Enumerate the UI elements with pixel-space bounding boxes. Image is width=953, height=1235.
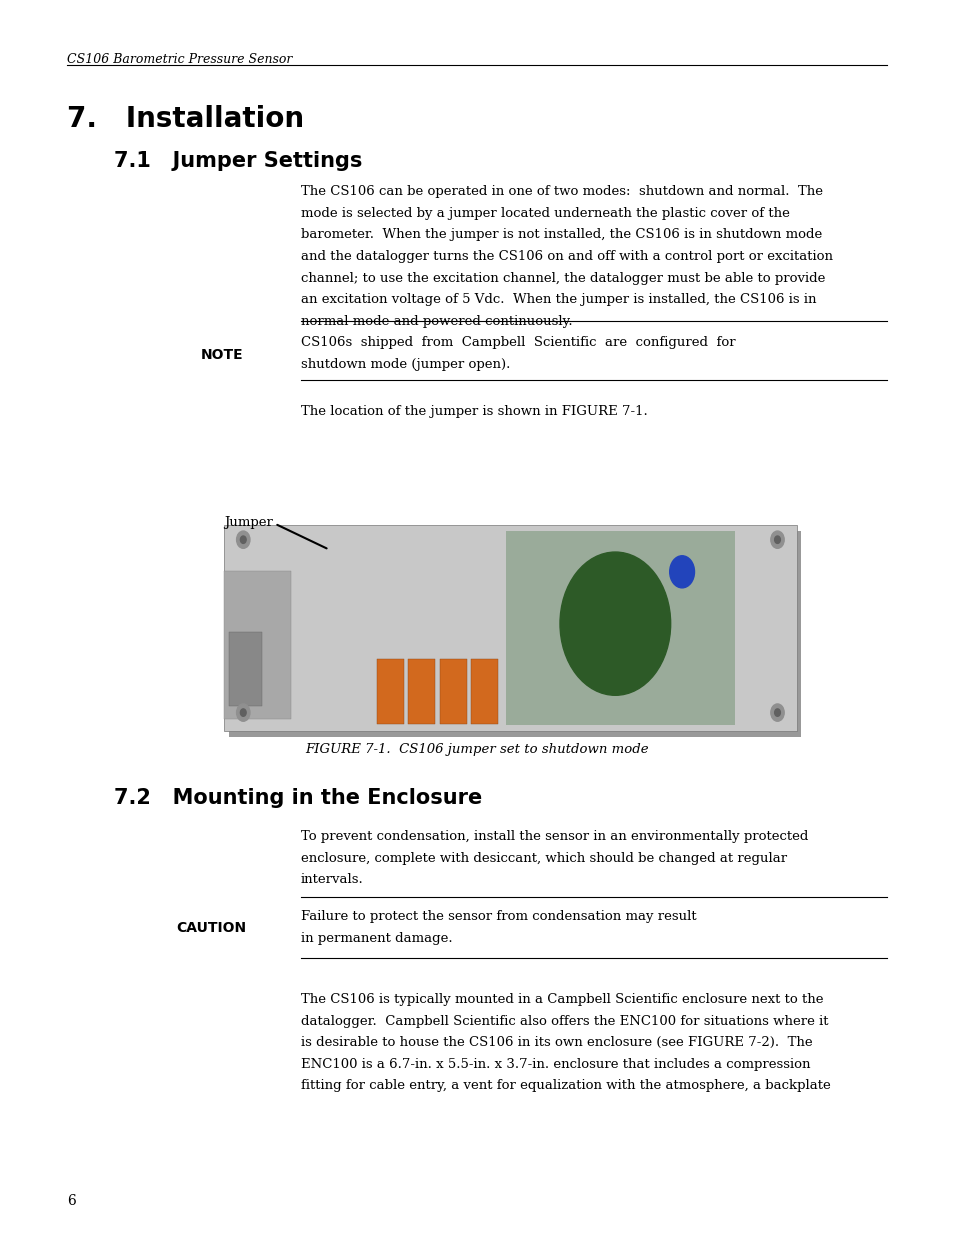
Bar — [505, 531, 734, 725]
Text: mode is selected by a jumper located underneath the plastic cover of the: mode is selected by a jumper located und… — [300, 206, 788, 220]
Text: The CS106 is typically mounted in a Campbell Scientific enclosure next to the: The CS106 is typically mounted in a Camp… — [300, 993, 822, 1007]
Bar — [376, 659, 403, 724]
Bar — [439, 659, 466, 724]
Text: fitting for cable entry, a vent for equalization with the atmosphere, a backplat: fitting for cable entry, a vent for equa… — [300, 1079, 829, 1093]
Bar — [229, 632, 262, 706]
Text: channel; to use the excitation channel, the datalogger must be able to provide: channel; to use the excitation channel, … — [300, 272, 824, 285]
Bar — [224, 571, 291, 719]
Text: in permanent damage.: in permanent damage. — [300, 931, 452, 945]
Text: The CS106 can be operated in one of two modes:  shutdown and normal.  The: The CS106 can be operated in one of two … — [300, 185, 821, 199]
Text: To prevent condensation, install the sensor in an environmentally protected: To prevent condensation, install the sen… — [300, 830, 807, 844]
Circle shape — [240, 536, 246, 543]
Bar — [224, 525, 796, 731]
Text: 7.2   Mounting in the Enclosure: 7.2 Mounting in the Enclosure — [114, 788, 482, 808]
Circle shape — [774, 709, 780, 716]
Text: The location of the jumper is shown in FIGURE 7-1.: The location of the jumper is shown in F… — [300, 405, 646, 419]
Text: barometer.  When the jumper is not installed, the CS106 is in shutdown mode: barometer. When the jumper is not instal… — [300, 228, 821, 242]
Circle shape — [236, 704, 250, 721]
Text: 7.   Installation: 7. Installation — [67, 105, 304, 133]
Text: FIGURE 7-1.  CS106 jumper set to shutdown mode: FIGURE 7-1. CS106 jumper set to shutdown… — [305, 743, 648, 757]
Text: ENC100 is a 6.7-in. x 5.5-in. x 3.7-in. enclosure that includes a compression: ENC100 is a 6.7-in. x 5.5-in. x 3.7-in. … — [300, 1057, 809, 1071]
Circle shape — [669, 556, 694, 588]
Text: Failure to protect the sensor from condensation may result: Failure to protect the sensor from conde… — [300, 910, 696, 924]
Bar — [471, 659, 497, 724]
FancyBboxPatch shape — [229, 531, 801, 737]
Text: an excitation voltage of 5 Vdc.  When the jumper is installed, the CS106 is in: an excitation voltage of 5 Vdc. When the… — [300, 293, 815, 306]
Text: Jumper: Jumper — [224, 516, 273, 530]
Text: shutdown mode (jumper open).: shutdown mode (jumper open). — [300, 358, 509, 370]
Text: normal mode and powered continuously.: normal mode and powered continuously. — [300, 315, 572, 329]
Text: enclosure, complete with desiccant, which should be changed at regular: enclosure, complete with desiccant, whic… — [300, 852, 786, 864]
Text: datalogger.  Campbell Scientific also offers the ENC100 for situations where it: datalogger. Campbell Scientific also off… — [300, 1015, 827, 1028]
Text: and the datalogger turns the CS106 on and off with a control port or excitation: and the datalogger turns the CS106 on an… — [300, 249, 832, 263]
Text: CS106s  shipped  from  Campbell  Scientific  are  configured  for: CS106s shipped from Campbell Scientific … — [300, 336, 735, 350]
Text: CAUTION: CAUTION — [176, 921, 247, 935]
Text: NOTE: NOTE — [200, 348, 243, 362]
Text: is desirable to house the CS106 in its own enclosure (see FIGURE 7-2).  The: is desirable to house the CS106 in its o… — [300, 1036, 811, 1050]
Text: 6: 6 — [67, 1194, 75, 1208]
Bar — [408, 659, 435, 724]
Circle shape — [559, 552, 670, 695]
Circle shape — [770, 704, 783, 721]
Text: intervals.: intervals. — [300, 873, 363, 887]
Circle shape — [770, 531, 783, 548]
Text: CS106 Barometric Pressure Sensor: CS106 Barometric Pressure Sensor — [67, 53, 292, 67]
Circle shape — [240, 709, 246, 716]
Circle shape — [236, 531, 250, 548]
Text: 7.1   Jumper Settings: 7.1 Jumper Settings — [114, 151, 362, 170]
Circle shape — [774, 536, 780, 543]
